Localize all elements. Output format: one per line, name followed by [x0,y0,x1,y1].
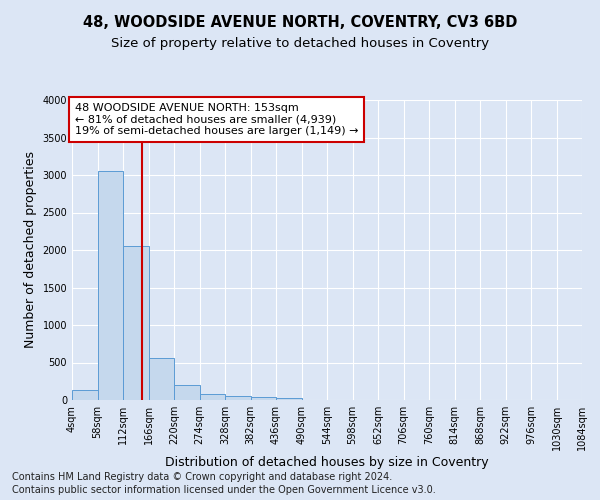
Bar [200,394,225,400]
X-axis label: Distribution of detached houses by size in Coventry: Distribution of detached houses by size … [165,456,489,468]
Bar [251,397,276,400]
Bar [225,396,251,400]
Text: Size of property relative to detached houses in Coventry: Size of property relative to detached ho… [111,38,489,51]
Text: 48, WOODSIDE AVENUE NORTH, COVENTRY, CV3 6BD: 48, WOODSIDE AVENUE NORTH, COVENTRY, CV3… [83,15,517,30]
Bar [97,170,123,400]
Bar [276,398,302,400]
Text: Contains HM Land Registry data © Crown copyright and database right 2024.: Contains HM Land Registry data © Crown c… [12,472,392,482]
Bar [174,386,199,400]
Text: Contains public sector information licensed under the Open Government Licence v3: Contains public sector information licen… [12,485,436,495]
Text: 48 WOODSIDE AVENUE NORTH: 153sqm
← 81% of detached houses are smaller (4,939)
19: 48 WOODSIDE AVENUE NORTH: 153sqm ← 81% o… [74,103,358,136]
Bar [72,390,97,400]
Y-axis label: Number of detached properties: Number of detached properties [24,152,37,348]
Bar [149,358,174,400]
Bar [123,246,149,400]
